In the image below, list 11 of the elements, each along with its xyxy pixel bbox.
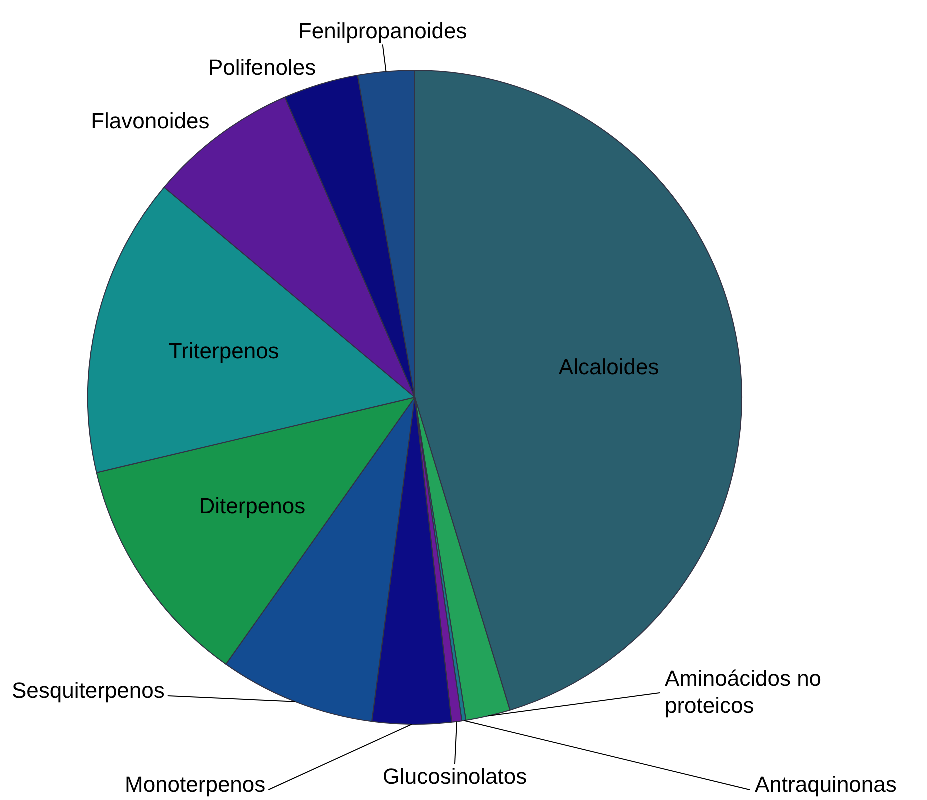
slice-label: Fenilpropanoides: [298, 18, 468, 44]
slice-label: Flavonoides: [91, 108, 210, 134]
slice-label: Diterpenos: [199, 493, 306, 518]
slice-label: Antraquinonas: [755, 772, 897, 798]
slice-label: Sesquiterpenos: [12, 678, 165, 704]
slice-label: Glucosinolatos: [382, 764, 528, 790]
slice-label: Monoterpenos: [125, 772, 266, 798]
slice-label: Aminoácidos no proteicos: [665, 666, 822, 718]
slice-label: Polifenoles: [208, 54, 316, 80]
slice-label: Triterpenos: [168, 338, 280, 364]
slice-label: Alcaloides: [558, 354, 660, 380]
